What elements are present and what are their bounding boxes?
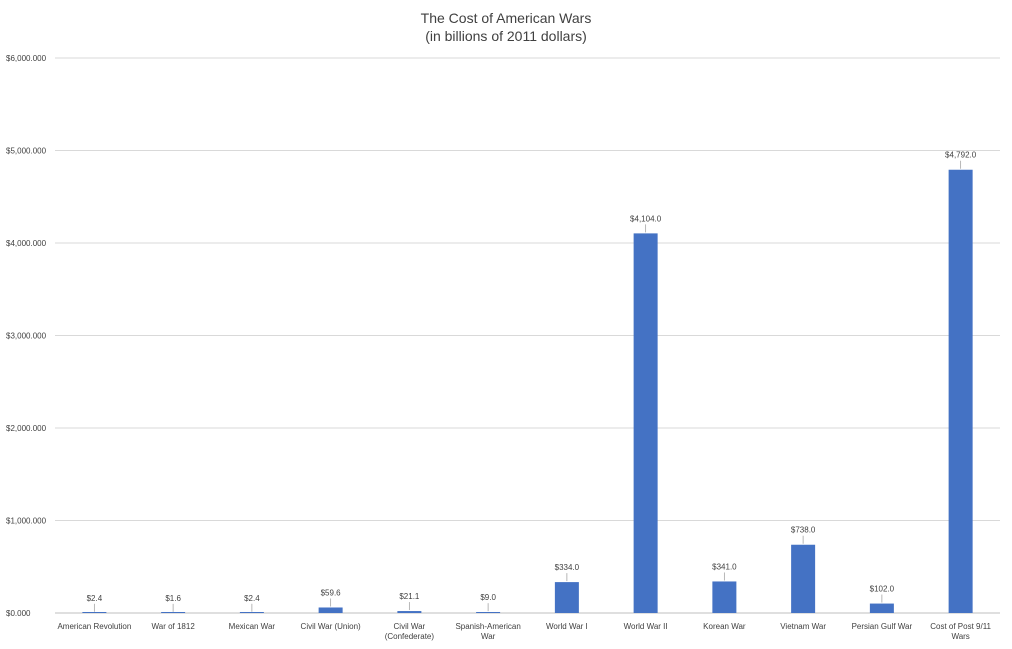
data-label: $4,792.0 bbox=[945, 151, 977, 160]
data-label: $4,104.0 bbox=[630, 214, 662, 223]
x-tick-label: Mexican War bbox=[229, 622, 276, 631]
data-label: $2.4 bbox=[244, 594, 260, 603]
bar bbox=[712, 581, 737, 613]
x-tick-label: Civil War (Union) bbox=[301, 622, 361, 631]
data-label: $2.4 bbox=[87, 594, 103, 603]
x-tick-label: War bbox=[481, 632, 496, 641]
data-label: $9.0 bbox=[480, 593, 496, 602]
data-label: $341.0 bbox=[712, 562, 737, 571]
data-label: $59.6 bbox=[321, 588, 342, 597]
x-tick-label: Korean War bbox=[703, 622, 746, 631]
bar bbox=[869, 603, 894, 613]
x-tick-label: World War I bbox=[546, 622, 588, 631]
y-tick-label: $2,000.000 bbox=[6, 424, 47, 433]
bar bbox=[161, 612, 186, 613]
y-tick-label: $1,000.000 bbox=[6, 517, 47, 526]
bar bbox=[239, 612, 264, 613]
bar bbox=[318, 607, 343, 613]
x-tick-label: (Confederate) bbox=[385, 632, 435, 641]
x-tick-label: Spanish-American bbox=[455, 622, 520, 631]
data-label: $738.0 bbox=[791, 526, 816, 535]
x-tick-label: Cost of Post 9/11 bbox=[930, 622, 991, 631]
data-label: $334.0 bbox=[555, 563, 580, 572]
chart-subtitle: (in billions of 2011 dollars) bbox=[425, 28, 587, 44]
y-tick-label: $3,000.000 bbox=[6, 332, 47, 341]
y-tick-label: $5,000.000 bbox=[6, 147, 47, 156]
x-tick-label: American Revolution bbox=[57, 622, 131, 631]
data-label: $1.6 bbox=[165, 594, 181, 603]
x-tick-label: War of 1812 bbox=[151, 622, 195, 631]
x-tick-label: Civil War bbox=[394, 622, 426, 631]
x-tick-label: Wars bbox=[951, 632, 969, 641]
y-tick-label: $6,000.000 bbox=[6, 54, 47, 63]
y-tick-label: $4,000.000 bbox=[6, 239, 47, 248]
bar bbox=[554, 582, 579, 613]
x-tick-label: Persian Gulf War bbox=[852, 622, 913, 631]
bar bbox=[948, 169, 973, 614]
x-tick-label: Vietnam War bbox=[780, 622, 826, 631]
chart-title: The Cost of American Wars bbox=[420, 10, 592, 26]
bar bbox=[791, 544, 816, 613]
bar bbox=[476, 612, 501, 613]
bar bbox=[397, 611, 422, 613]
data-label: $21.1 bbox=[399, 592, 420, 601]
x-tick-label: World War II bbox=[624, 622, 668, 631]
bar bbox=[82, 612, 107, 613]
bar bbox=[633, 233, 658, 613]
data-label: $102.0 bbox=[870, 585, 895, 594]
y-tick-label: $0.000 bbox=[6, 609, 31, 618]
